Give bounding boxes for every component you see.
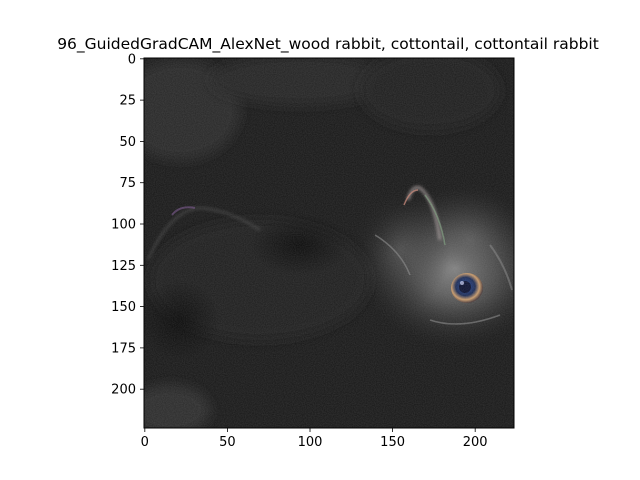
- image-axes-frame: [143, 57, 515, 429]
- y-axis-ticks: 0 25 50 75 100 125 150 175 200: [111, 52, 144, 398]
- y-tick-label: 0: [128, 52, 136, 67]
- x-tick-label: 0: [141, 435, 149, 450]
- y-tick-label: 150: [111, 300, 136, 315]
- y-tick-label: 125: [111, 259, 136, 274]
- guided-gradcam-heatmap-image: [144, 58, 514, 428]
- y-tick-label: 75: [119, 176, 136, 191]
- x-tick-label: 150: [380, 435, 405, 450]
- figure-title: 96_GuidedGradCAM_AlexNet_wood rabbit, co…: [57, 35, 599, 54]
- x-axis-ticks: 0 50 100 150 200: [141, 428, 488, 450]
- y-tick-label: 100: [111, 218, 136, 233]
- y-tick-label: 175: [111, 341, 136, 356]
- y-tick-label: 25: [119, 94, 136, 109]
- x-tick-label: 100: [298, 435, 323, 450]
- y-tick-label: 200: [111, 383, 136, 398]
- x-tick-label: 200: [463, 435, 488, 450]
- y-tick-label: 50: [119, 135, 136, 150]
- x-tick-label: 50: [219, 435, 236, 450]
